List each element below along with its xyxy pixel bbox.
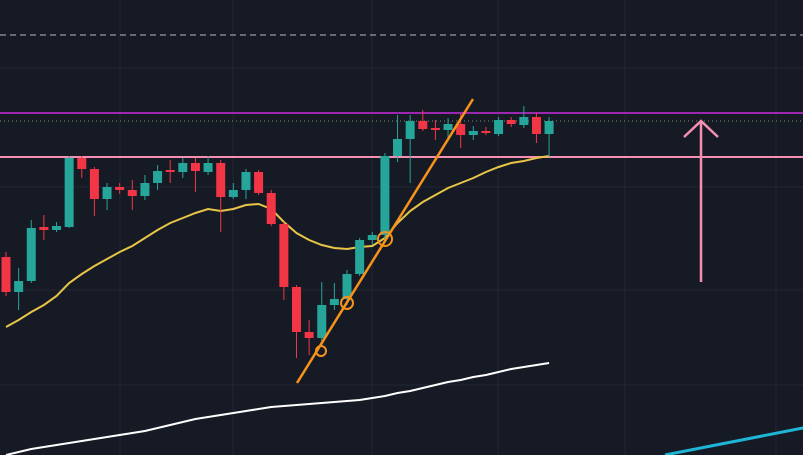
candle-body xyxy=(456,124,466,135)
candle-body xyxy=(140,183,150,196)
candle-body xyxy=(291,287,301,332)
candle-body xyxy=(506,120,516,124)
candle-body xyxy=(329,299,339,305)
candle-body xyxy=(1,257,11,292)
candle-body xyxy=(127,190,137,196)
plot xyxy=(0,34,803,455)
candle-body xyxy=(279,224,289,287)
moving-average xyxy=(5,362,550,455)
markers xyxy=(315,231,393,357)
moving-average xyxy=(5,155,550,328)
candle-body xyxy=(266,193,276,224)
candle-body xyxy=(14,281,24,292)
candle-body xyxy=(430,128,440,130)
candle-body xyxy=(102,187,112,199)
candle-body xyxy=(89,169,99,199)
candle-body xyxy=(26,228,36,281)
candle-body xyxy=(216,163,226,197)
candle-body xyxy=(178,163,188,172)
candle-body xyxy=(52,226,62,230)
candle-body xyxy=(405,121,415,139)
candle-body xyxy=(355,240,365,274)
candle-body xyxy=(39,227,49,230)
candle-body xyxy=(64,158,74,227)
candle-body xyxy=(165,170,175,172)
candle-body xyxy=(367,235,377,240)
candle-body xyxy=(304,332,314,338)
candle-body xyxy=(317,305,327,338)
candle-body xyxy=(153,171,163,183)
candle-body xyxy=(519,117,529,125)
candle-body xyxy=(418,121,428,129)
candle-body xyxy=(115,187,125,190)
candle-body xyxy=(443,124,453,130)
candle-body xyxy=(393,139,403,156)
candle-body xyxy=(77,158,87,169)
candle-body xyxy=(380,156,390,235)
candle-body xyxy=(203,163,213,172)
candle-body xyxy=(468,131,478,135)
candle-body xyxy=(531,117,541,134)
candle-body xyxy=(228,190,238,197)
trend-line xyxy=(664,426,803,455)
trend-line xyxy=(295,98,475,384)
candle-body xyxy=(254,172,264,193)
candle-body xyxy=(190,163,200,171)
candle-body xyxy=(342,274,352,299)
arrow xyxy=(683,119,719,282)
candle-body xyxy=(544,121,554,134)
candle-body xyxy=(494,120,504,134)
candle-body xyxy=(481,131,491,133)
candle-body xyxy=(241,172,251,190)
